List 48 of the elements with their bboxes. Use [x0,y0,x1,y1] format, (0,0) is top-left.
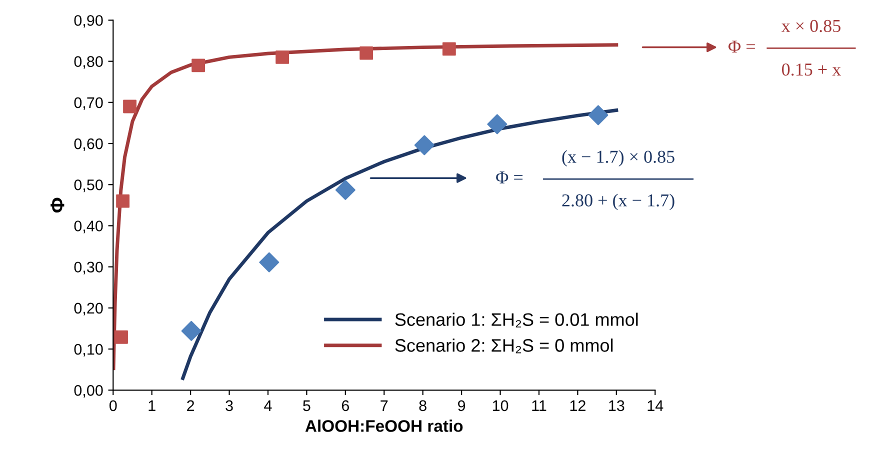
x-tick-label: 4 [264,400,272,411]
point [487,114,508,134]
annotation: 2.80 + (x − 1.7) [562,194,674,210]
y-tick-label: 0,90 [74,15,103,28]
text: 0.15 + x [782,63,841,76]
x-tick-label: 3 [226,400,233,412]
x-tick-label: 1 [148,400,156,411]
x-tick-label: 11 [532,400,546,411]
y-tick-label: 0,80 [74,56,103,69]
y-axis-title: Φ [50,198,64,213]
point [114,330,128,344]
y-tick-label: 0,20 [74,302,103,316]
x-tick-label: 9 [458,400,466,412]
x-tick-label: 12 [570,400,586,411]
x-tick-label: 8 [419,400,426,412]
legend-label: Scenario 1: ΣH₂S = 0.01 mmol [395,312,638,328]
legend-label: Scenario 2: ΣH₂S = 0 mmol [395,338,613,354]
y-tick-label: 0,50 [74,179,103,192]
point [360,46,374,60]
x-tick-label: 13 [609,400,624,412]
x-tick-label: 2 [187,400,194,411]
y-tick-label: 0,30 [74,262,103,274]
y-tick-label: 0,60 [74,138,103,152]
x-tick-label: 7 [380,400,388,411]
point [192,58,206,72]
point [588,105,608,126]
annotation: Φ = [496,172,523,184]
point [116,194,130,208]
x-tick-label: 6 [342,400,349,412]
x-axis-title: AlOOH:FeOOH ratio [305,420,463,432]
x-tick-label: 0 [109,400,117,412]
annotation: (x − 1.7) × 0.85 [562,150,674,167]
point [259,252,280,272]
x-tick-label: 5 [303,400,310,412]
point [442,42,456,56]
point [123,100,136,114]
y-tick-label: 0,10 [74,344,103,357]
point [181,320,202,341]
text: x × 0.85 [781,20,840,32]
x-tick-label: 10 [492,400,508,412]
point [276,50,290,64]
x-tick-label: 14 [648,400,664,411]
y-tick-label: 0,00 [74,385,103,398]
point [335,180,356,200]
y-tick-label: 0,70 [74,97,103,110]
text: Φ = [728,40,755,53]
y-tick-label: 0,40 [74,220,103,234]
point [414,135,434,156]
